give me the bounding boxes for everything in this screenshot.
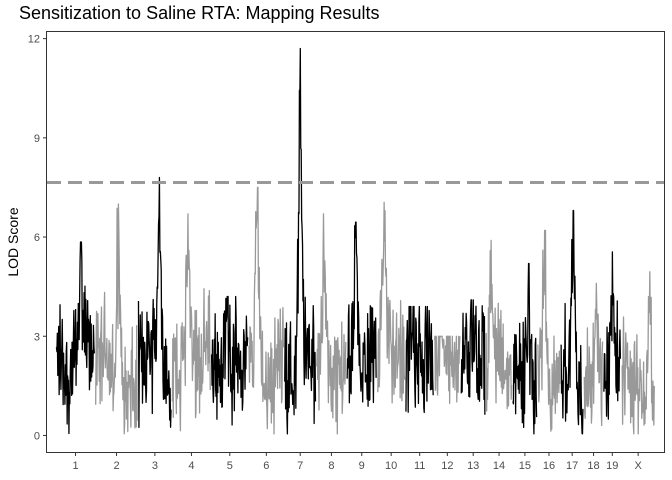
x-tick-label-chr-6: 6 [263, 460, 269, 472]
x-tick-label-chr-13: 13 [467, 460, 479, 472]
lod-series-chr-4 [171, 213, 211, 432]
lod-series-chr-X [621, 271, 655, 435]
lod-series-chr-12 [433, 335, 461, 404]
x-tick-label-chr-2: 2 [113, 460, 119, 472]
x-tick-label-chr-7: 7 [297, 460, 303, 472]
chart-title: Sensitization to Saline RTA: Mapping Res… [19, 3, 380, 23]
x-tick-label-chr-11: 11 [414, 460, 425, 472]
x-tick-label-chr-17: 17 [566, 460, 578, 472]
x-tick-label-chr-18: 18 [587, 460, 599, 472]
lod-series-chr-18 [583, 282, 604, 427]
x-tick-label-chr-4: 4 [188, 460, 194, 472]
x-tick-label-chr-9: 9 [359, 460, 365, 472]
y-tick-label: 12 [28, 34, 40, 46]
lod-series-chr-3 [137, 176, 172, 429]
lod-series [55, 47, 655, 435]
lod-series-chr-13 [460, 299, 486, 415]
lod-series-chr-11 [405, 305, 434, 414]
y-tick-label: 0 [34, 430, 40, 442]
x-tick-label-chr-10: 10 [385, 460, 397, 472]
x-tick-label-chr-X: X [634, 460, 642, 472]
x-axis: 1 2 3 4 5 6 7 8 9 10 11 12 13 14 15 16 17 18 19 X [72, 452, 642, 472]
lod-series-chr-5 [210, 295, 249, 426]
lod-series-chr-9 [346, 221, 377, 407]
y-axis: 0 3 6 9 12 [28, 34, 47, 442]
lod-series-chr-10 [376, 201, 406, 404]
x-tick-label-chr-15: 15 [519, 460, 531, 472]
lod-series-chr-17 [560, 209, 584, 435]
x-tick-label-chr-3: 3 [152, 460, 158, 472]
x-tick-label-chr-12: 12 [441, 460, 453, 472]
y-tick-label: 6 [34, 232, 40, 244]
y-tick-label: 3 [34, 331, 40, 343]
x-tick-label-chr-1: 1 [72, 460, 78, 472]
y-axis-label: LOD Score [5, 207, 21, 276]
lod-series-chr-7 [284, 47, 317, 435]
lod-series-chr-8 [316, 213, 347, 435]
lod-series-chr-19 [603, 251, 622, 420]
lod-series-chr-15 [512, 262, 538, 435]
x-tick-label-chr-19: 19 [606, 460, 618, 472]
lod-series-chr-14 [485, 239, 513, 412]
y-tick-label: 9 [34, 133, 40, 145]
x-tick-label-chr-16: 16 [543, 460, 555, 472]
lod-series-chr-16 [537, 229, 561, 432]
x-tick-label-chr-5: 5 [227, 460, 233, 472]
lod-series-chr-2 [95, 203, 138, 435]
x-tick-label-chr-14: 14 [493, 460, 505, 472]
lod-series-chr-6 [248, 186, 285, 435]
lod-series-chr-1 [55, 241, 95, 435]
x-tick-label-chr-8: 8 [328, 460, 334, 472]
